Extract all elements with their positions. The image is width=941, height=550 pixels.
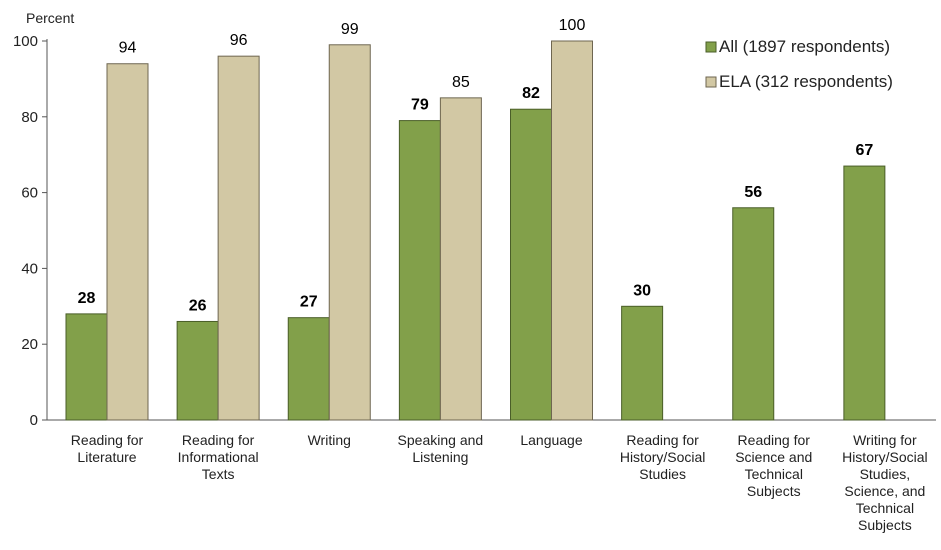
y-tick-label: 60 bbox=[21, 185, 38, 202]
data-label: 79 bbox=[411, 97, 429, 114]
bar-all bbox=[732, 207, 775, 421]
data-label: 28 bbox=[78, 290, 96, 307]
data-label: 96 bbox=[230, 32, 248, 49]
value-labels: 28 26 27 79 82 30 56 67 94 96 99 85 100 bbox=[78, 17, 874, 314]
y-tick-label: 100 bbox=[13, 33, 38, 50]
data-label: 85 bbox=[452, 74, 470, 91]
bar-all bbox=[398, 120, 441, 421]
category-label: Language bbox=[520, 432, 583, 448]
bar-all bbox=[510, 108, 552, 421]
category-label: Reading for Science and Technical Subjects bbox=[735, 432, 812, 499]
category-label: Writing for History/Social Studies, Science… bbox=[842, 432, 928, 533]
category-label: Reading for Literature bbox=[71, 432, 144, 465]
y-axis-label: Percent bbox=[26, 10, 74, 26]
data-label: 27 bbox=[300, 294, 318, 311]
legend-label: All (1897 respondents) bbox=[719, 37, 890, 56]
legend-label: ELA (312 respondents) bbox=[719, 72, 893, 91]
data-label: 30 bbox=[633, 282, 651, 299]
bar-all bbox=[65, 313, 108, 421]
category-label: Writing bbox=[308, 432, 351, 448]
category-label: Reading for History/Social Studies bbox=[620, 432, 706, 482]
bar-all bbox=[287, 317, 330, 421]
bar-ela bbox=[551, 40, 593, 421]
y-tick-label: 80 bbox=[21, 109, 38, 126]
category-label: Reading for Informational Texts bbox=[178, 432, 259, 482]
data-label: 56 bbox=[744, 184, 762, 201]
y-tick-label: 20 bbox=[21, 336, 38, 353]
legend-swatch bbox=[705, 41, 717, 53]
data-label: 67 bbox=[855, 142, 873, 159]
bar-ela bbox=[328, 44, 371, 421]
bar-ela bbox=[106, 63, 149, 421]
category-label: Speaking and Listening bbox=[398, 432, 484, 465]
data-label: 99 bbox=[341, 21, 359, 38]
data-label: 26 bbox=[189, 297, 207, 314]
bar-ela bbox=[439, 97, 482, 421]
bar-all bbox=[843, 165, 886, 421]
legend: All (1897 respondents) ELA (312 responden… bbox=[705, 37, 893, 91]
bars bbox=[65, 40, 886, 421]
data-label: 94 bbox=[119, 40, 137, 57]
y-tick-label: 0 bbox=[30, 412, 38, 429]
legend-swatch bbox=[705, 76, 717, 88]
category-labels: Reading for Literature Reading for Informat… bbox=[71, 432, 928, 533]
bar-all bbox=[621, 305, 664, 421]
data-label: 82 bbox=[522, 85, 540, 102]
bar-ela bbox=[217, 55, 260, 421]
data-label: 100 bbox=[559, 17, 586, 34]
bar-all bbox=[176, 320, 219, 421]
y-tick-label: 40 bbox=[21, 260, 38, 277]
